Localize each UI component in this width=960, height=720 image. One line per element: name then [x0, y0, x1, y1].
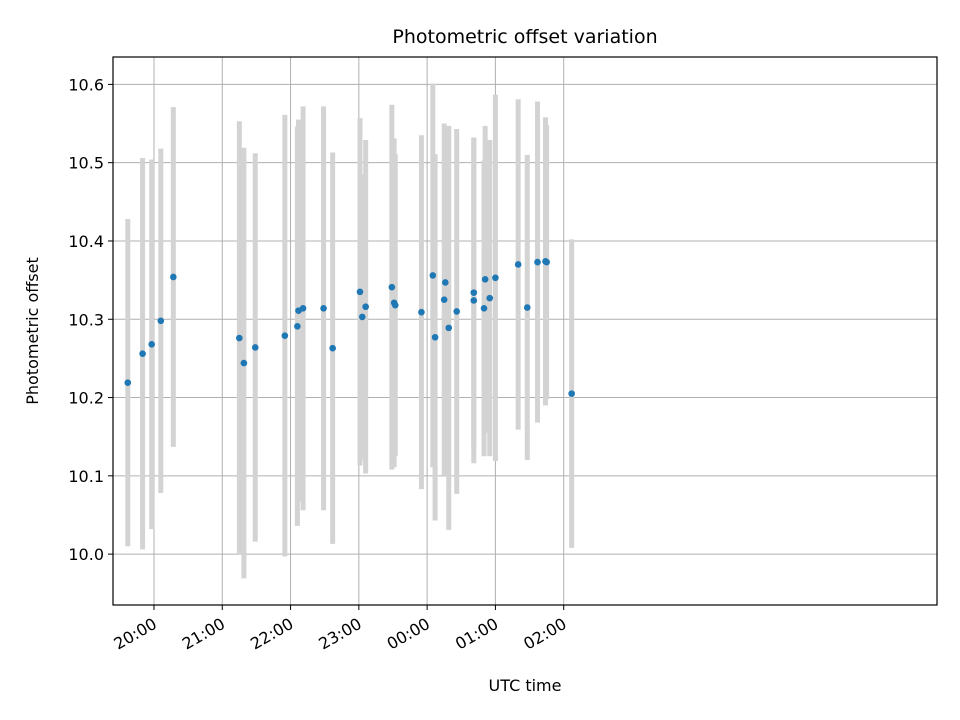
data-point: [294, 323, 301, 330]
data-point: [391, 301, 399, 309]
x-axis-label: UTC time: [489, 676, 562, 695]
data-point: [523, 304, 531, 311]
y-tick-label: 10.5: [68, 154, 104, 173]
data-point: [445, 324, 453, 332]
data-points: [124, 258, 575, 397]
y-axis-ticks: 10.0 10.1 10.2 10.3 10.4 10.5 10.6: [68, 75, 113, 564]
data-point: [329, 344, 336, 352]
data-point: [514, 261, 522, 268]
data-point: [157, 317, 165, 325]
data-point: [240, 359, 248, 367]
data-point: [236, 334, 243, 342]
data-point: [124, 379, 132, 386]
data-point: [418, 308, 425, 316]
data-point: [442, 279, 449, 286]
data-point: [543, 258, 550, 266]
data-point: [481, 276, 489, 283]
y-tick-label: 10.6: [68, 75, 104, 94]
data-point: [470, 289, 478, 296]
data-point: [320, 304, 327, 312]
plot-frame: [112, 56, 938, 606]
y-tick-label: 10.4: [68, 232, 104, 251]
data-point: [251, 344, 259, 351]
data-point: [568, 390, 575, 397]
data-point: [440, 296, 448, 303]
data-point: [281, 332, 289, 339]
chart-title: Photometric offset variation: [392, 26, 657, 48]
data-point: [431, 333, 439, 341]
data-point: [358, 313, 366, 321]
data-point: [170, 273, 177, 281]
data-point: [429, 272, 437, 279]
data-point: [480, 304, 488, 312]
data-point: [453, 308, 461, 315]
data-point: [388, 283, 396, 291]
data-point: [148, 341, 155, 348]
data-point: [139, 350, 146, 358]
data-point: [362, 303, 369, 311]
y-tick-label: 10.1: [68, 467, 104, 486]
data-point: [486, 294, 494, 302]
data-point: [356, 288, 364, 296]
y-axis-label: Photometric offset: [23, 257, 42, 405]
data-point: [534, 258, 541, 266]
y-tick-label: 10.0: [68, 545, 104, 564]
y-tick-label: 10.3: [68, 310, 104, 329]
data-point: [299, 304, 307, 312]
y-tick-label: 10.2: [68, 389, 104, 408]
data-point: [492, 274, 499, 282]
data-point: [470, 297, 478, 304]
